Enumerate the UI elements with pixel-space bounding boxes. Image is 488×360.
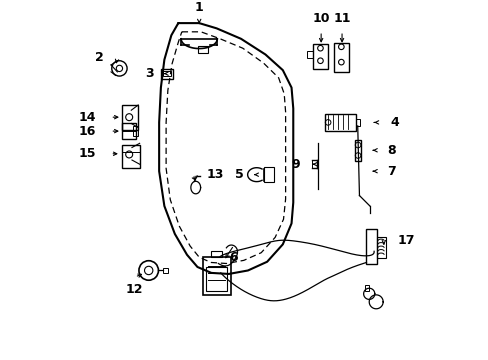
Bar xyxy=(163,71,171,76)
Bar xyxy=(132,126,138,136)
Bar xyxy=(324,114,355,131)
Bar xyxy=(161,69,173,78)
Text: 3: 3 xyxy=(145,67,154,80)
Text: 16: 16 xyxy=(79,125,96,138)
Bar xyxy=(122,145,140,168)
Text: 5: 5 xyxy=(235,168,244,181)
Bar xyxy=(364,285,368,291)
Text: 12: 12 xyxy=(126,283,143,296)
Bar xyxy=(333,43,348,72)
Text: 10: 10 xyxy=(312,12,329,25)
Text: 15: 15 xyxy=(79,147,96,160)
Text: 11: 11 xyxy=(333,12,350,25)
Bar xyxy=(355,119,360,126)
Bar xyxy=(211,251,222,257)
Text: 6: 6 xyxy=(229,251,238,264)
Bar xyxy=(198,46,207,53)
Bar xyxy=(306,51,312,58)
Bar xyxy=(354,140,361,161)
Text: 17: 17 xyxy=(397,234,414,247)
Text: 7: 7 xyxy=(386,165,395,178)
Bar xyxy=(263,167,274,182)
Bar xyxy=(163,268,167,273)
Text: 4: 4 xyxy=(390,116,399,129)
Bar xyxy=(312,44,327,69)
Text: 1: 1 xyxy=(194,1,203,14)
Bar xyxy=(203,257,230,294)
Bar xyxy=(206,267,226,291)
Text: 14: 14 xyxy=(79,111,96,124)
Bar xyxy=(366,229,376,264)
Text: 8: 8 xyxy=(386,144,395,157)
Bar xyxy=(122,123,136,139)
Text: 9: 9 xyxy=(291,158,300,171)
Text: 13: 13 xyxy=(206,168,223,181)
Text: 2: 2 xyxy=(95,51,103,64)
Bar xyxy=(376,237,385,257)
Bar xyxy=(122,105,138,130)
